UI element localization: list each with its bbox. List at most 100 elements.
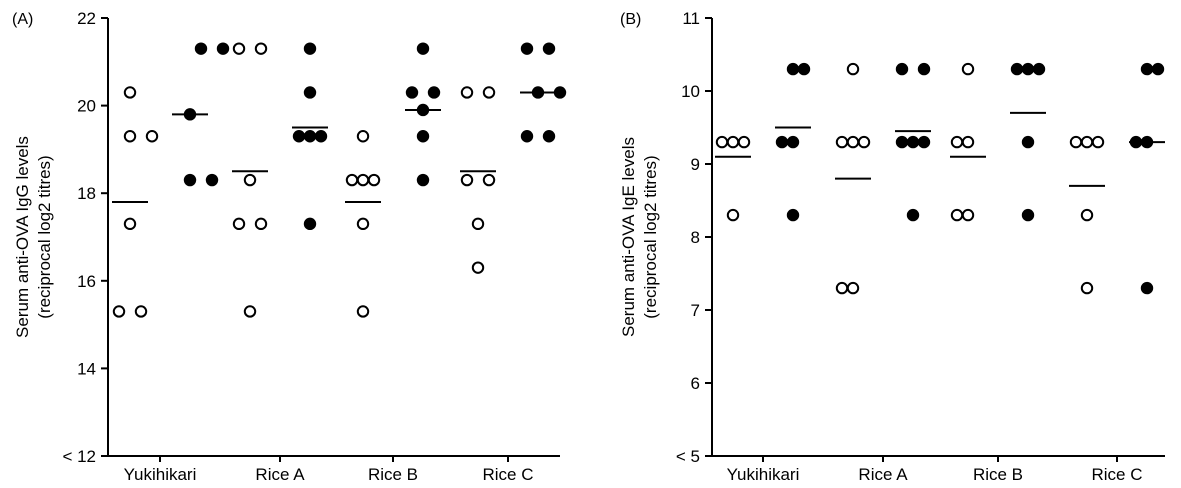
filled-data-point [1021,135,1035,149]
filled-data-point [303,42,317,55]
open-data-point [232,42,246,55]
panel-b: (B) < 5 6 7 8 9 10 11 Yukihikari Rice A Rice B Rice… [619,9,1165,484]
open-data-point [123,130,137,143]
y-tick-label: < 12 [62,447,96,466]
filled-data-point [416,173,430,187]
filled-data-point [1140,62,1154,76]
y-tick-label: 10 [681,82,700,101]
y-axis-subtitle: (reciprocal log2 titres) [641,155,660,318]
filled-data-point [520,42,534,55]
filled-data-point [416,130,430,143]
y-axis-title: Serum anti-OVA IgE levels [619,137,638,337]
open-data-point [471,217,485,231]
open-data-point [482,86,496,99]
filled-data-point [1151,62,1165,76]
filled-data-point [1129,135,1143,149]
filled-data-point [1010,62,1024,76]
open-data-point [123,86,137,99]
open-data-point [1069,135,1083,149]
filled-data-point [194,42,208,55]
y-tick-label: 11 [682,9,700,28]
open-data-point [367,173,381,187]
x-tick-label: Rice A [858,465,908,484]
open-data-point [232,217,246,231]
open-data-point [460,86,474,99]
filled-data-point [1021,208,1035,222]
open-data-point [715,135,729,149]
open-data-point [835,281,849,295]
filled-data-point [542,130,556,143]
open-data-point [961,62,975,76]
filled-data-point [416,42,430,55]
open-data-point [356,130,370,143]
filled-data-point [1140,281,1154,295]
open-data-point [471,261,485,274]
open-data-point [243,173,257,187]
open-data-point [857,135,871,149]
filled-data-point [216,42,230,55]
filled-data-point [775,135,789,149]
open-data-point [243,305,257,318]
x-tick-label: Rice C [482,465,533,484]
filled-data-point [786,135,800,149]
open-data-point [1080,135,1094,149]
panel-label: (B) [620,11,641,28]
open-data-point [482,173,496,187]
panel-label: (A) [12,11,33,28]
filled-data-point [292,130,306,143]
open-data-point [950,208,964,222]
filled-data-point [906,135,920,149]
x-tick-label: Rice A [255,465,305,484]
x-tick-label: Rice C [1091,465,1142,484]
y-tick-label: 6 [691,374,700,393]
filled-data-point [1140,135,1154,149]
filled-data-point [917,62,931,76]
open-data-point [145,130,159,143]
open-data-point [254,217,268,231]
open-data-point [846,281,860,295]
open-data-point [123,217,137,231]
open-data-point [1080,281,1094,295]
filled-data-point [405,86,419,99]
open-data-point [345,173,359,187]
filled-data-point [183,108,197,121]
filled-data-point [183,173,197,187]
open-data-point [356,173,370,187]
y-tick-label: 9 [691,155,700,174]
y-tick-label: 16 [77,272,96,291]
open-data-point [1091,135,1105,149]
x-tick-label: Yukihikari [727,465,800,484]
open-data-point [961,135,975,149]
y-tick-label: 20 [77,97,96,116]
filled-data-point [303,130,317,143]
x-tick-label: Rice B [973,465,1023,484]
y-axis-title: Serum anti-OVA IgG levels [13,136,32,338]
filled-data-point [314,130,328,143]
open-data-point [961,208,975,222]
open-data-point [950,135,964,149]
open-data-point [356,217,370,231]
filled-data-point [520,130,534,143]
filled-data-point [416,103,430,117]
filled-data-point [1021,62,1035,76]
filled-data-point [303,217,317,231]
open-data-point [726,208,740,222]
y-axis-subtitle: (reciprocal log2 titres) [35,155,54,318]
y-tick-label: < 5 [676,447,700,466]
open-data-point [460,173,474,187]
y-tick-label: 8 [691,228,700,247]
open-data-point [737,135,751,149]
filled-data-point [542,42,556,55]
x-tick-label: Yukihikari [124,465,197,484]
open-data-point [846,62,860,76]
open-data-point [726,135,740,149]
filled-data-point [786,208,800,222]
open-data-point [846,135,860,149]
y-tick-label: 22 [77,9,96,28]
filled-data-point [917,135,931,149]
filled-data-point [906,208,920,222]
filled-data-point [205,173,219,187]
open-data-point [1080,208,1094,222]
open-data-point [112,305,126,318]
